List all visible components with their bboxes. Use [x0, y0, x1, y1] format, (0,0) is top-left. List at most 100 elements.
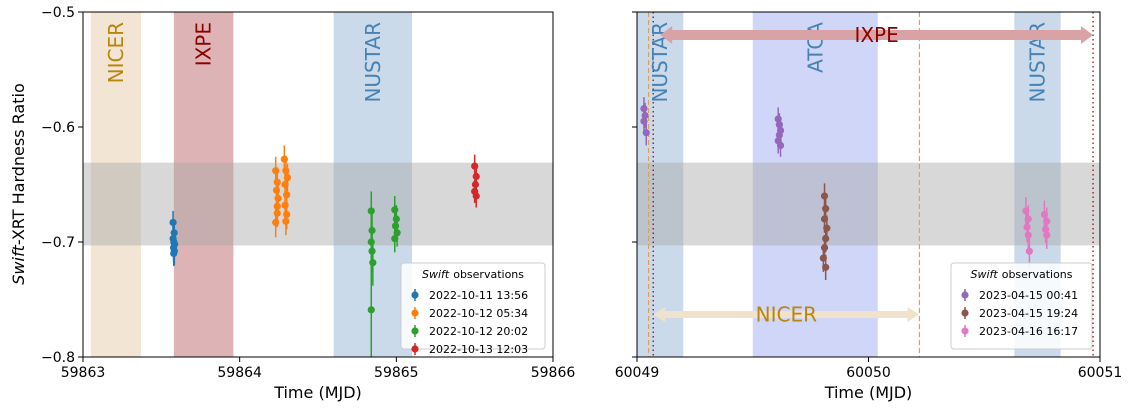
- arrow-ixpe: IXPE: [660, 23, 1094, 47]
- data-point: [273, 178, 281, 186]
- data-point: [822, 234, 830, 243]
- plot-area: NICER IXPE NUSTAR: [83, 12, 553, 357]
- series-3: [367, 191, 401, 357]
- hardness-reference-band: [83, 162, 553, 246]
- data-point: [281, 201, 289, 209]
- legend-marker: [411, 345, 419, 353]
- x-tick-label: 59865: [374, 365, 419, 381]
- legend-marker: [411, 291, 419, 299]
- legend-marker: [961, 291, 969, 299]
- legend-entry-label: 2022-10-11 13:56: [429, 289, 528, 302]
- data-point: [472, 172, 480, 181]
- legend-entry-label: 2022-10-12 05:34: [429, 307, 528, 320]
- legend: Swift observations 2023-04-15 00:41 2023-04…: [950, 262, 1093, 350]
- data-point: [822, 263, 830, 271]
- arrow-label: IXPE: [854, 23, 898, 47]
- span-band-nustar: [333, 12, 412, 357]
- x-axis-title: Time (MJD): [824, 383, 913, 402]
- data-point: [283, 174, 292, 182]
- legend: Swift observations 2022-10-11 13:56 2022-10…: [400, 262, 546, 356]
- data-point: [472, 192, 480, 200]
- y-axis-title-italic: Swift: [9, 244, 28, 284]
- data-point: [169, 218, 177, 227]
- y-axis-title-rest: -XRT Hardness Ratio: [9, 83, 28, 245]
- data-point: [392, 215, 400, 223]
- data-point: [1043, 231, 1051, 239]
- legend-title: Swift observations: [422, 268, 524, 281]
- legend-marker: [411, 309, 419, 317]
- x-axis-title: Time (MJD): [273, 383, 362, 402]
- data-point: [642, 129, 650, 137]
- x-tick-label: 59864: [217, 365, 262, 381]
- data-point: [391, 222, 400, 230]
- data-point: [282, 217, 290, 225]
- y-axis-title: Swift-XRT Hardness Ratio: [9, 83, 28, 284]
- data-point: [272, 186, 281, 194]
- data-point: [1024, 231, 1032, 239]
- data-point: [391, 206, 399, 214]
- data-point: [820, 244, 829, 252]
- chart-panel-1: NICER IXPE NUSTAR 59863 59864 59865 59866 −0.8 −…: [41, 5, 575, 402]
- legend-entry-label: 2023-04-15 00:41: [979, 289, 1078, 302]
- arrow-label: NICER: [756, 302, 817, 326]
- legend-box: [400, 262, 546, 350]
- x-tick-label: 60049: [615, 365, 660, 381]
- data-point: [823, 224, 831, 232]
- legend-box: [950, 262, 1093, 350]
- y-tick-label: −0.5: [41, 5, 75, 21]
- span-band-nicer: [90, 12, 141, 357]
- legend-title-italic: Swift: [422, 268, 450, 281]
- span-label-atca: ATCA: [803, 22, 827, 73]
- data-point: [367, 306, 375, 314]
- data-point: [367, 207, 375, 215]
- x-tick-label: 60050: [846, 365, 891, 381]
- legend-marker: [411, 327, 419, 335]
- data-point: [776, 141, 785, 149]
- y-tick-label: −0.8: [41, 350, 75, 366]
- data-point: [272, 167, 280, 175]
- series-4: [471, 154, 480, 208]
- data-point: [280, 155, 288, 163]
- hardness-reference-band: [637, 162, 1100, 246]
- legend-marker: [961, 327, 969, 335]
- legend-entry-label: 2023-04-15 19:24: [979, 307, 1078, 320]
- legend-title-rest: observations: [1002, 268, 1073, 281]
- series-3: [1022, 197, 1051, 269]
- data-point: [391, 234, 399, 243]
- legend-title-rest: observations: [453, 268, 524, 281]
- legend-title-italic: Swift: [970, 268, 998, 281]
- legend-marker: [961, 309, 969, 317]
- data-point: [369, 259, 377, 267]
- data-point: [272, 218, 280, 227]
- span-label-nustar: NUSTAR: [361, 22, 385, 103]
- span-label-ixpe: IXPE: [192, 22, 216, 66]
- data-point: [1023, 223, 1031, 231]
- data-point: [273, 202, 281, 210]
- x-tick-label: 59863: [61, 365, 106, 381]
- data-point: [283, 191, 291, 199]
- y-tick-label: −0.7: [41, 235, 75, 251]
- legend-title: Swift observations: [970, 268, 1072, 281]
- x-tick-label: 59866: [531, 365, 576, 381]
- data-point: [368, 247, 376, 255]
- series-1: [169, 210, 179, 267]
- data-point: [1025, 247, 1033, 255]
- series-2: [819, 183, 831, 280]
- data-point: [367, 238, 375, 246]
- legend-entry-label: 2022-10-12 20:02: [429, 325, 528, 338]
- data-point: [282, 167, 290, 175]
- data-point: [170, 249, 178, 258]
- span-band-atca: [752, 12, 878, 357]
- arrow-shape: [660, 26, 1094, 44]
- arrow-nicer: NICER: [653, 302, 920, 326]
- series-1: [640, 97, 785, 157]
- span-band-nustar: [637, 12, 684, 357]
- data-point: [283, 210, 291, 218]
- data-point: [471, 162, 479, 170]
- data-point: [822, 205, 830, 213]
- legend-entry-label: 2022-10-13 12:03: [429, 343, 528, 356]
- span-band-ixpe: [173, 12, 234, 357]
